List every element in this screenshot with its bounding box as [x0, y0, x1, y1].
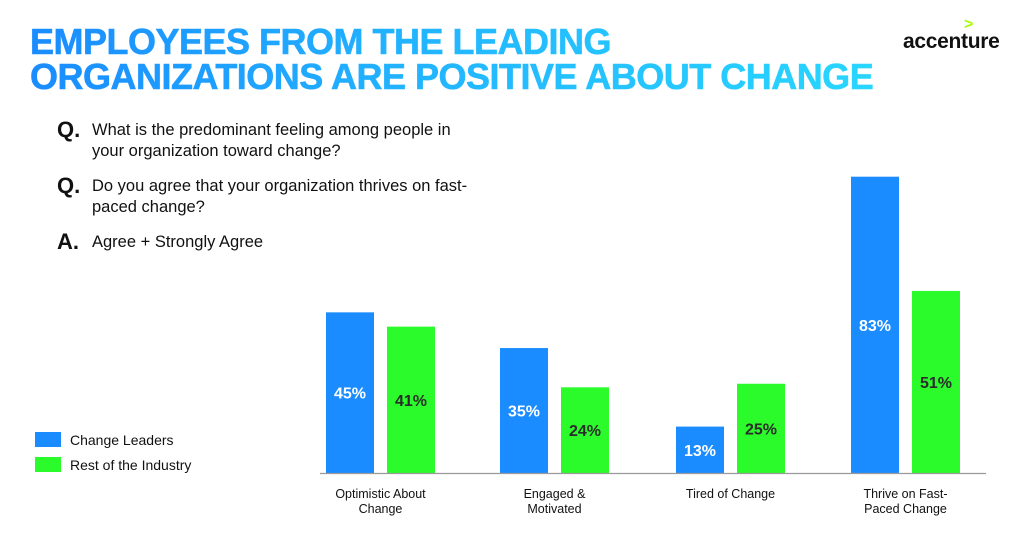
- legend-item-change-leaders: Change Leaders: [35, 427, 191, 452]
- page-title: EMPLOYEES FROM THE LEADING ORGANIZATIONS…: [30, 21, 874, 97]
- data-label: 25%: [745, 421, 777, 438]
- chart-legend: Change Leaders Rest of the Industry: [35, 427, 191, 477]
- category-label: Engaged &: [524, 487, 587, 501]
- logo-text: accenture: [903, 30, 1000, 53]
- legend-item-rest-of-industry: Rest of the Industry: [35, 452, 191, 477]
- category-label: Paced Change: [864, 502, 947, 516]
- data-label: 13%: [684, 443, 716, 460]
- bar-rest-of-industry: [561, 387, 609, 473]
- category-label: Motivated: [527, 502, 581, 516]
- answer-text: Agree + Strongly Agree: [92, 233, 264, 251]
- data-label: 35%: [508, 404, 540, 421]
- data-label: 41%: [395, 393, 427, 410]
- question-text: What is the predominant feeling among pe…: [92, 121, 451, 160]
- data-label: 51%: [920, 375, 952, 392]
- bar-change-leaders: [500, 348, 548, 473]
- question-text: Do you agree that your organization thri…: [92, 177, 468, 216]
- category-label: Tired of Change: [686, 487, 775, 501]
- legend-label: Change Leaders: [70, 431, 174, 448]
- question-mark: Q.: [57, 117, 81, 142]
- bar-rest-of-industry: [912, 290, 960, 473]
- answer-mark: A.: [57, 229, 79, 254]
- bar-change-leaders: [851, 176, 899, 473]
- bar-change-leaders: [326, 312, 374, 473]
- bar-rest-of-industry: [387, 326, 435, 473]
- data-label: 83%: [859, 318, 891, 335]
- legend-label: Rest of the Industry: [70, 456, 192, 473]
- category-label: Thrive on Fast-: [863, 487, 947, 501]
- logo-chevron-icon: >: [964, 16, 974, 33]
- title-line-1: EMPLOYEES FROM THE LEADING: [30, 21, 612, 62]
- legend-swatch-blue: [35, 432, 61, 447]
- question-mark: Q.: [57, 173, 81, 198]
- bar-rest-of-industry: [737, 383, 785, 473]
- data-label: 45%: [334, 386, 366, 403]
- data-label: 24%: [569, 423, 601, 440]
- category-label: Change: [359, 502, 403, 516]
- title-line-2: ORGANIZATIONS ARE POSITIVE ABOUT CHANGE: [30, 56, 874, 97]
- category-label: Optimistic About: [335, 487, 426, 501]
- legend-swatch-green: [35, 457, 61, 472]
- bar-change-leaders: [676, 426, 724, 473]
